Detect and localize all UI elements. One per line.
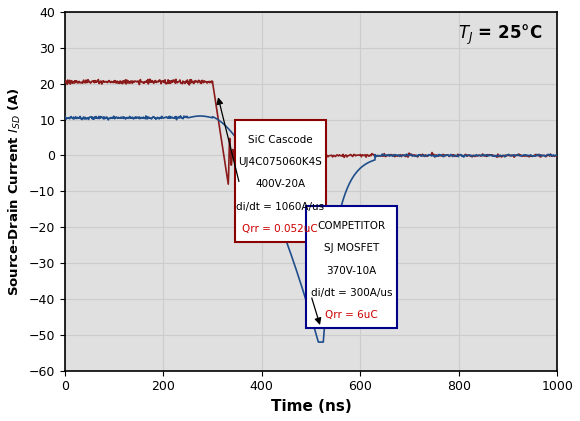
Text: 370V-10A: 370V-10A [327, 266, 376, 276]
Text: $T_J$ = 25°C: $T_J$ = 25°C [458, 23, 542, 47]
Text: di/dt = 300A/us: di/dt = 300A/us [311, 288, 392, 298]
X-axis label: Time (ns): Time (ns) [271, 399, 351, 414]
Text: UJ4C075060K4S: UJ4C075060K4S [238, 157, 322, 167]
Text: 400V-20A: 400V-20A [255, 179, 305, 189]
FancyBboxPatch shape [235, 120, 326, 242]
Text: Qrr = 6uC: Qrr = 6uC [325, 310, 378, 320]
FancyBboxPatch shape [306, 206, 397, 328]
Y-axis label: Source-Drain Current $I_{SD}$ (A): Source-Drain Current $I_{SD}$ (A) [7, 87, 23, 296]
Text: SiC Cascode: SiC Cascode [248, 135, 313, 145]
Text: SJ MOSFET: SJ MOSFET [324, 243, 379, 253]
Text: Qrr = 0.052uC: Qrr = 0.052uC [242, 224, 318, 234]
Text: di/dt = 1060A/us: di/dt = 1060A/us [236, 202, 324, 212]
Text: COMPETITOR: COMPETITOR [317, 221, 386, 231]
